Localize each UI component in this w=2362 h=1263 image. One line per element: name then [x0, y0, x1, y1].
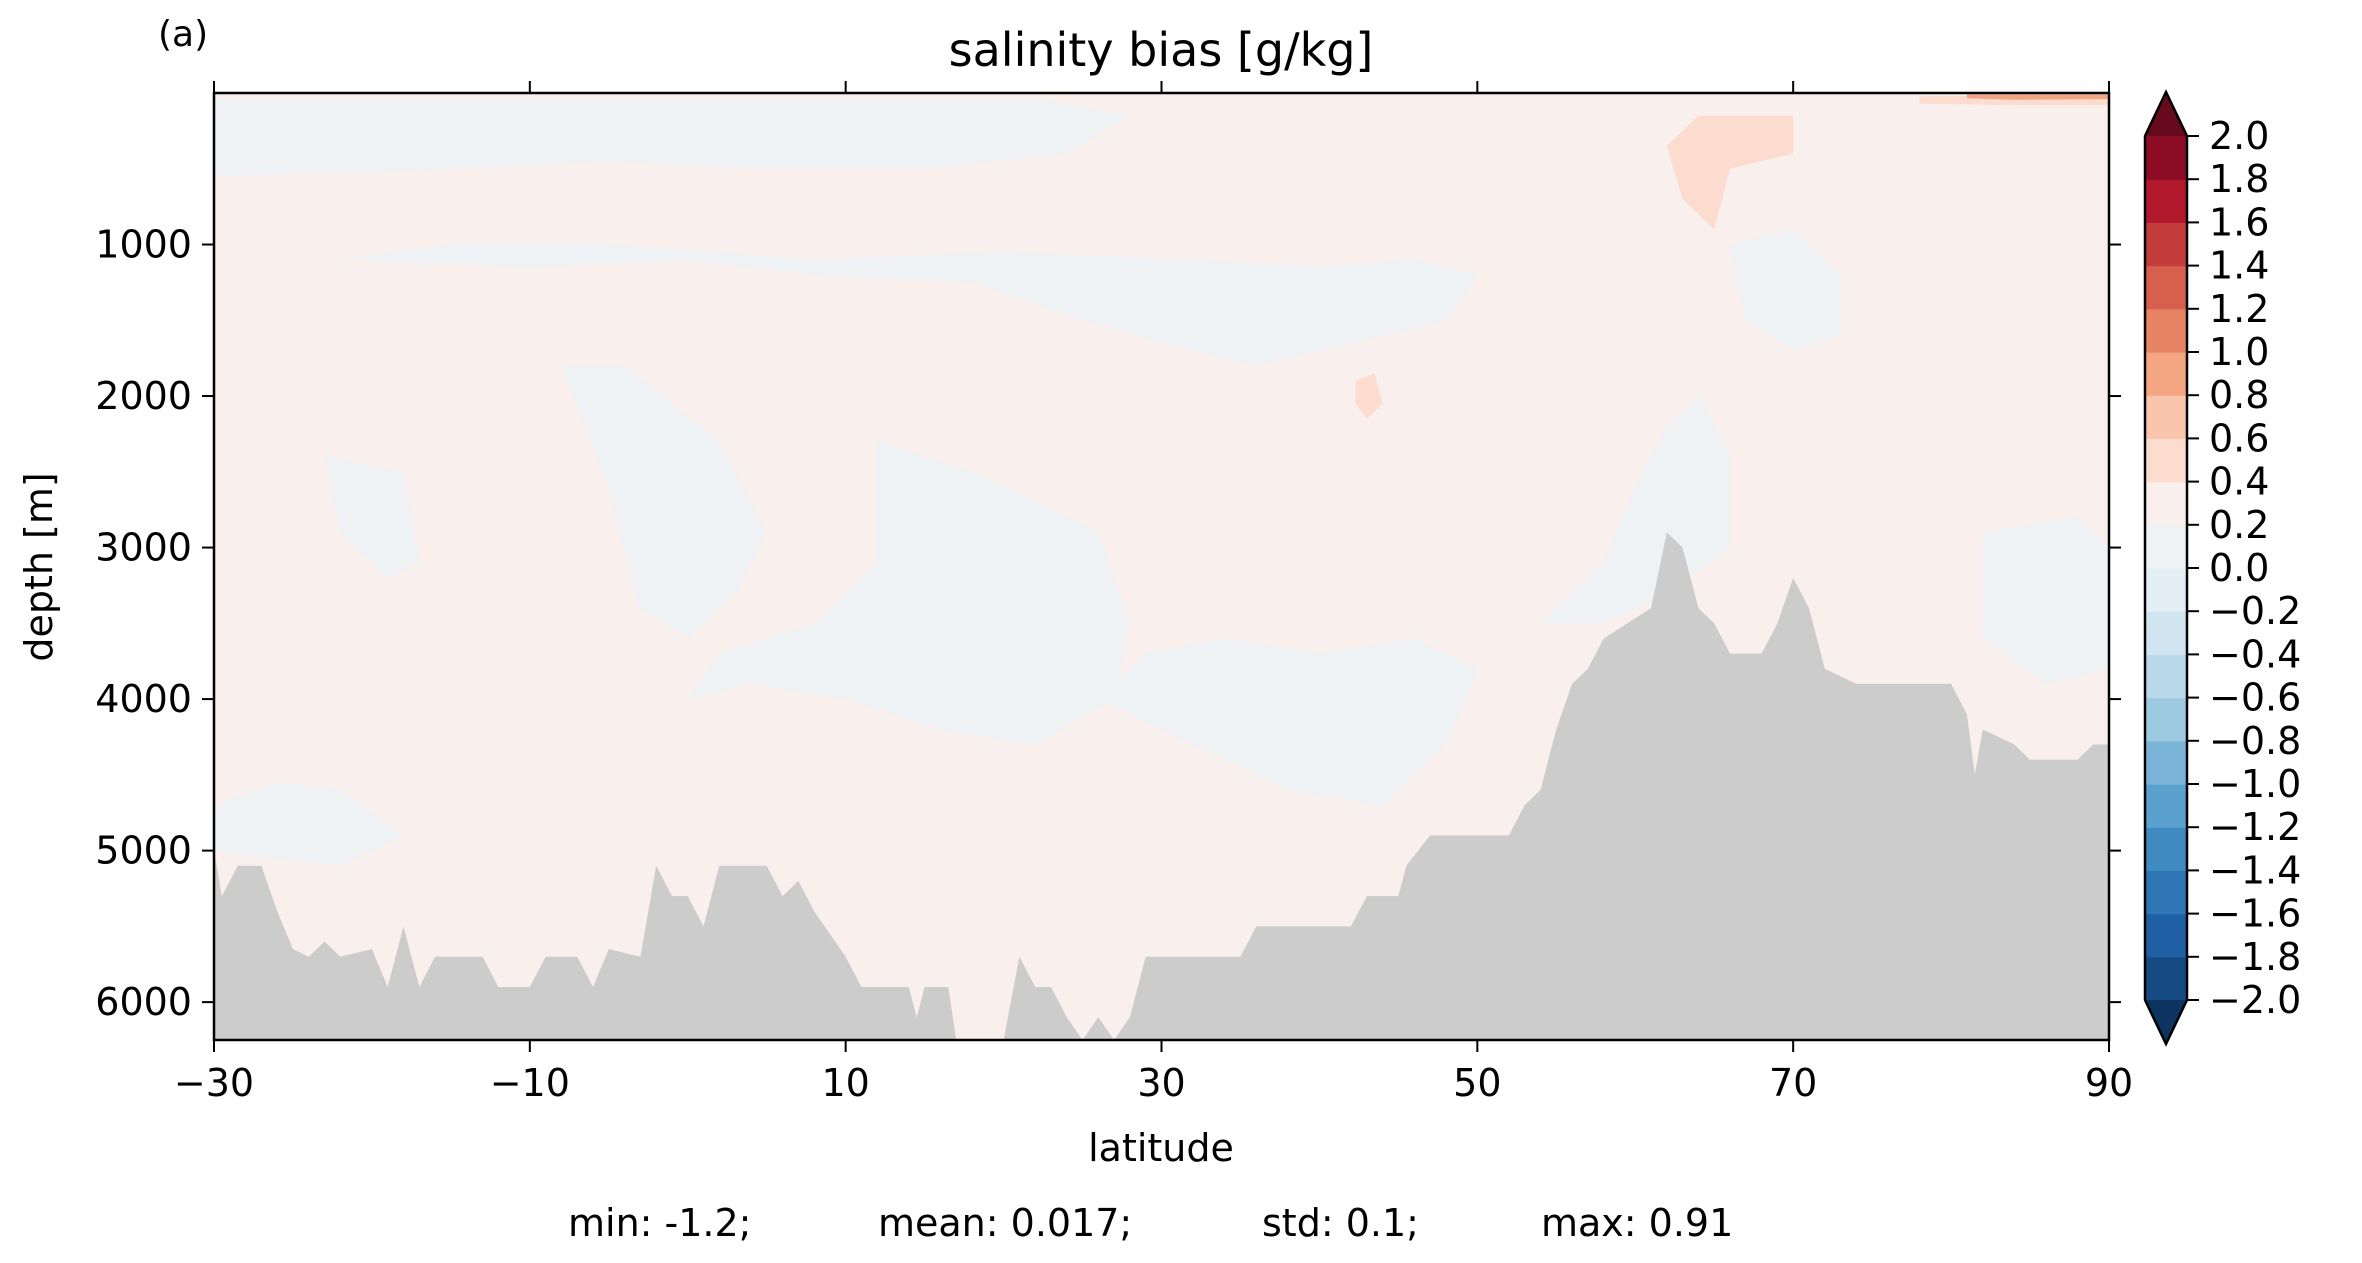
bias-patch-positive_strong	[1966, 94, 2109, 100]
colorbar-tick-label: 1.0	[2209, 330, 2269, 374]
x-tick-label: 70	[1769, 1061, 1817, 1105]
colorbar-tick-label: −0.8	[2209, 719, 2301, 763]
seafloor-topography	[214, 532, 2109, 1040]
colorbar-tick-label: 1.6	[2209, 200, 2269, 244]
bias-patch-negative_weak	[1098, 638, 1478, 806]
colorbar-segment	[2145, 265, 2187, 310]
panel-label: (a)	[158, 14, 208, 55]
colorbar-tick-label: 0.8	[2209, 373, 2269, 417]
colorbar-tick-label: −1.8	[2209, 935, 2301, 979]
stats-line: min: -1.2; mean: 0.017; std: 0.1; max: 0…	[568, 1201, 1733, 1245]
stats-mean: mean: 0.017;	[878, 1201, 1132, 1245]
stats-std: std: 0.1;	[1262, 1201, 1419, 1245]
bias-patch-negative_weak	[561, 365, 767, 639]
colorbar-segment	[2145, 222, 2187, 267]
bias-patch-negative_weak	[1730, 229, 1841, 351]
x-tick-label: −30	[174, 1061, 254, 1105]
bias-patch-negative_weak	[687, 441, 1130, 745]
colorbar-segment	[2145, 136, 2187, 180]
x-tick-label: 50	[1453, 1061, 1501, 1105]
chart-title: salinity bias [g/kg]	[949, 23, 1374, 77]
x-axis: −30 −10 10 30 50 70 90	[174, 81, 2133, 1105]
colorbar-segment	[2145, 827, 2187, 871]
y-tick-label: 1000	[95, 223, 192, 267]
colorbar-tick-label: 1.2	[2209, 287, 2269, 331]
bias-patch-positive_moderate	[1355, 373, 1383, 419]
colorbar-segment	[2145, 870, 2187, 915]
colorbar-tick-label: −0.4	[2209, 632, 2301, 676]
colorbar-segment	[2145, 611, 2187, 655]
x-tick-label: 90	[2085, 1061, 2133, 1105]
colorbar-tick-label: −1.4	[2209, 848, 2301, 892]
stats-min: min: -1.2;	[568, 1201, 752, 1245]
x-tick-label: −10	[490, 1061, 570, 1105]
colorbar-tick-label: 1.8	[2209, 157, 2269, 201]
colorbar-segment	[2145, 352, 2187, 396]
bias-patch-negative_weak	[214, 99, 1130, 177]
colorbar-segment	[2145, 308, 2187, 353]
colorbar-tick-label: −0.6	[2209, 676, 2301, 720]
y-axis-label: depth [m]	[17, 472, 61, 661]
colorbar-segment	[2145, 956, 2187, 1001]
colorbar-tick-label: −2.0	[2209, 978, 2301, 1022]
colorbar-segment	[2145, 740, 2187, 785]
colorbar-tick-label: 0.4	[2209, 460, 2269, 504]
colorbar: −2.0−1.8−1.6−1.4−1.2−1.0−0.8−0.6−0.4−0.2…	[2143, 89, 2301, 1047]
x-axis-label: latitude	[1088, 1126, 1234, 1170]
bias-patch-negative_weak	[1982, 517, 2109, 684]
colorbar-segment	[2145, 179, 2187, 223]
bias-patch-negative_weak	[214, 782, 404, 866]
y-tick-label: 5000	[95, 829, 192, 873]
bathymetry-layer	[214, 532, 2109, 1040]
colorbar-segment	[2145, 395, 2187, 439]
x-tick-label: 30	[1137, 1061, 1185, 1105]
bias-patch-negative_weak	[340, 244, 1478, 366]
colorbar-segment	[2145, 913, 2187, 958]
colorbar-segment	[2145, 654, 2187, 699]
colorbar-tick-label: −0.2	[2209, 589, 2301, 633]
colorbar-tick-label: −1.0	[2209, 762, 2301, 806]
colorbar-segment	[2145, 481, 2187, 526]
colorbar-tick-label: 1.4	[2209, 244, 2269, 288]
colorbar-tick-label: 0.0	[2209, 546, 2269, 590]
bias-patch-negative_weak	[324, 456, 420, 578]
colorbar-segment	[2145, 568, 2187, 612]
y-tick-label: 3000	[95, 526, 192, 570]
plot-area	[212, 91, 2111, 1042]
colorbar-segment	[2145, 784, 2187, 828]
colorbar-segment	[2145, 697, 2187, 742]
stats-max: max: 0.91	[1541, 1201, 1733, 1245]
colorbar-tick-label: −1.2	[2209, 805, 2301, 849]
x-tick-label: 10	[821, 1061, 869, 1105]
colorbar-tick-label: 2.0	[2209, 114, 2269, 158]
colorbar-tick-label: 0.6	[2209, 416, 2269, 460]
colorbar-extend-high	[2145, 92, 2187, 136]
bias-patch-positive_moderate	[1666, 115, 1794, 230]
y-tick-label: 6000	[95, 980, 192, 1024]
colorbar-tick-label: 0.2	[2209, 503, 2269, 547]
y-tick-label: 4000	[95, 677, 192, 721]
y-tick-label: 2000	[95, 374, 192, 418]
y-axis: 1000 2000 3000 4000 5000 6000	[95, 223, 2121, 1024]
colorbar-tick-label: −1.6	[2209, 892, 2301, 936]
colorbar-extend-low	[2145, 1000, 2187, 1044]
colorbar-segment	[2145, 524, 2187, 569]
colorbar-segment	[2145, 438, 2187, 483]
